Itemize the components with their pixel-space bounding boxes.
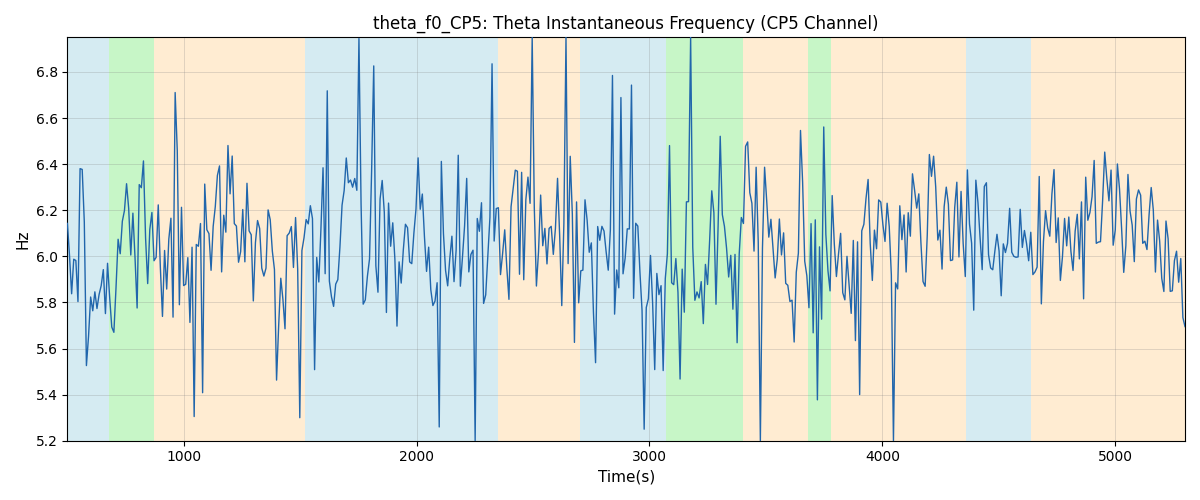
Bar [109, 38, 154, 440]
Bar [67, 38, 109, 440]
Bar [666, 38, 743, 440]
Bar [154, 38, 305, 440]
Bar [832, 38, 966, 440]
Bar [498, 38, 580, 440]
Title: theta_f0_CP5: Theta Instantaneous Frequency (CP5 Channel): theta_f0_CP5: Theta Instantaneous Freque… [373, 15, 878, 34]
Bar [626, 38, 666, 440]
Bar [305, 38, 498, 440]
X-axis label: Time(s): Time(s) [598, 470, 655, 485]
Bar [966, 38, 1031, 440]
Bar [808, 38, 832, 440]
Bar [580, 38, 626, 440]
Bar [743, 38, 808, 440]
Bar [1031, 38, 1186, 440]
Y-axis label: Hz: Hz [16, 230, 30, 249]
